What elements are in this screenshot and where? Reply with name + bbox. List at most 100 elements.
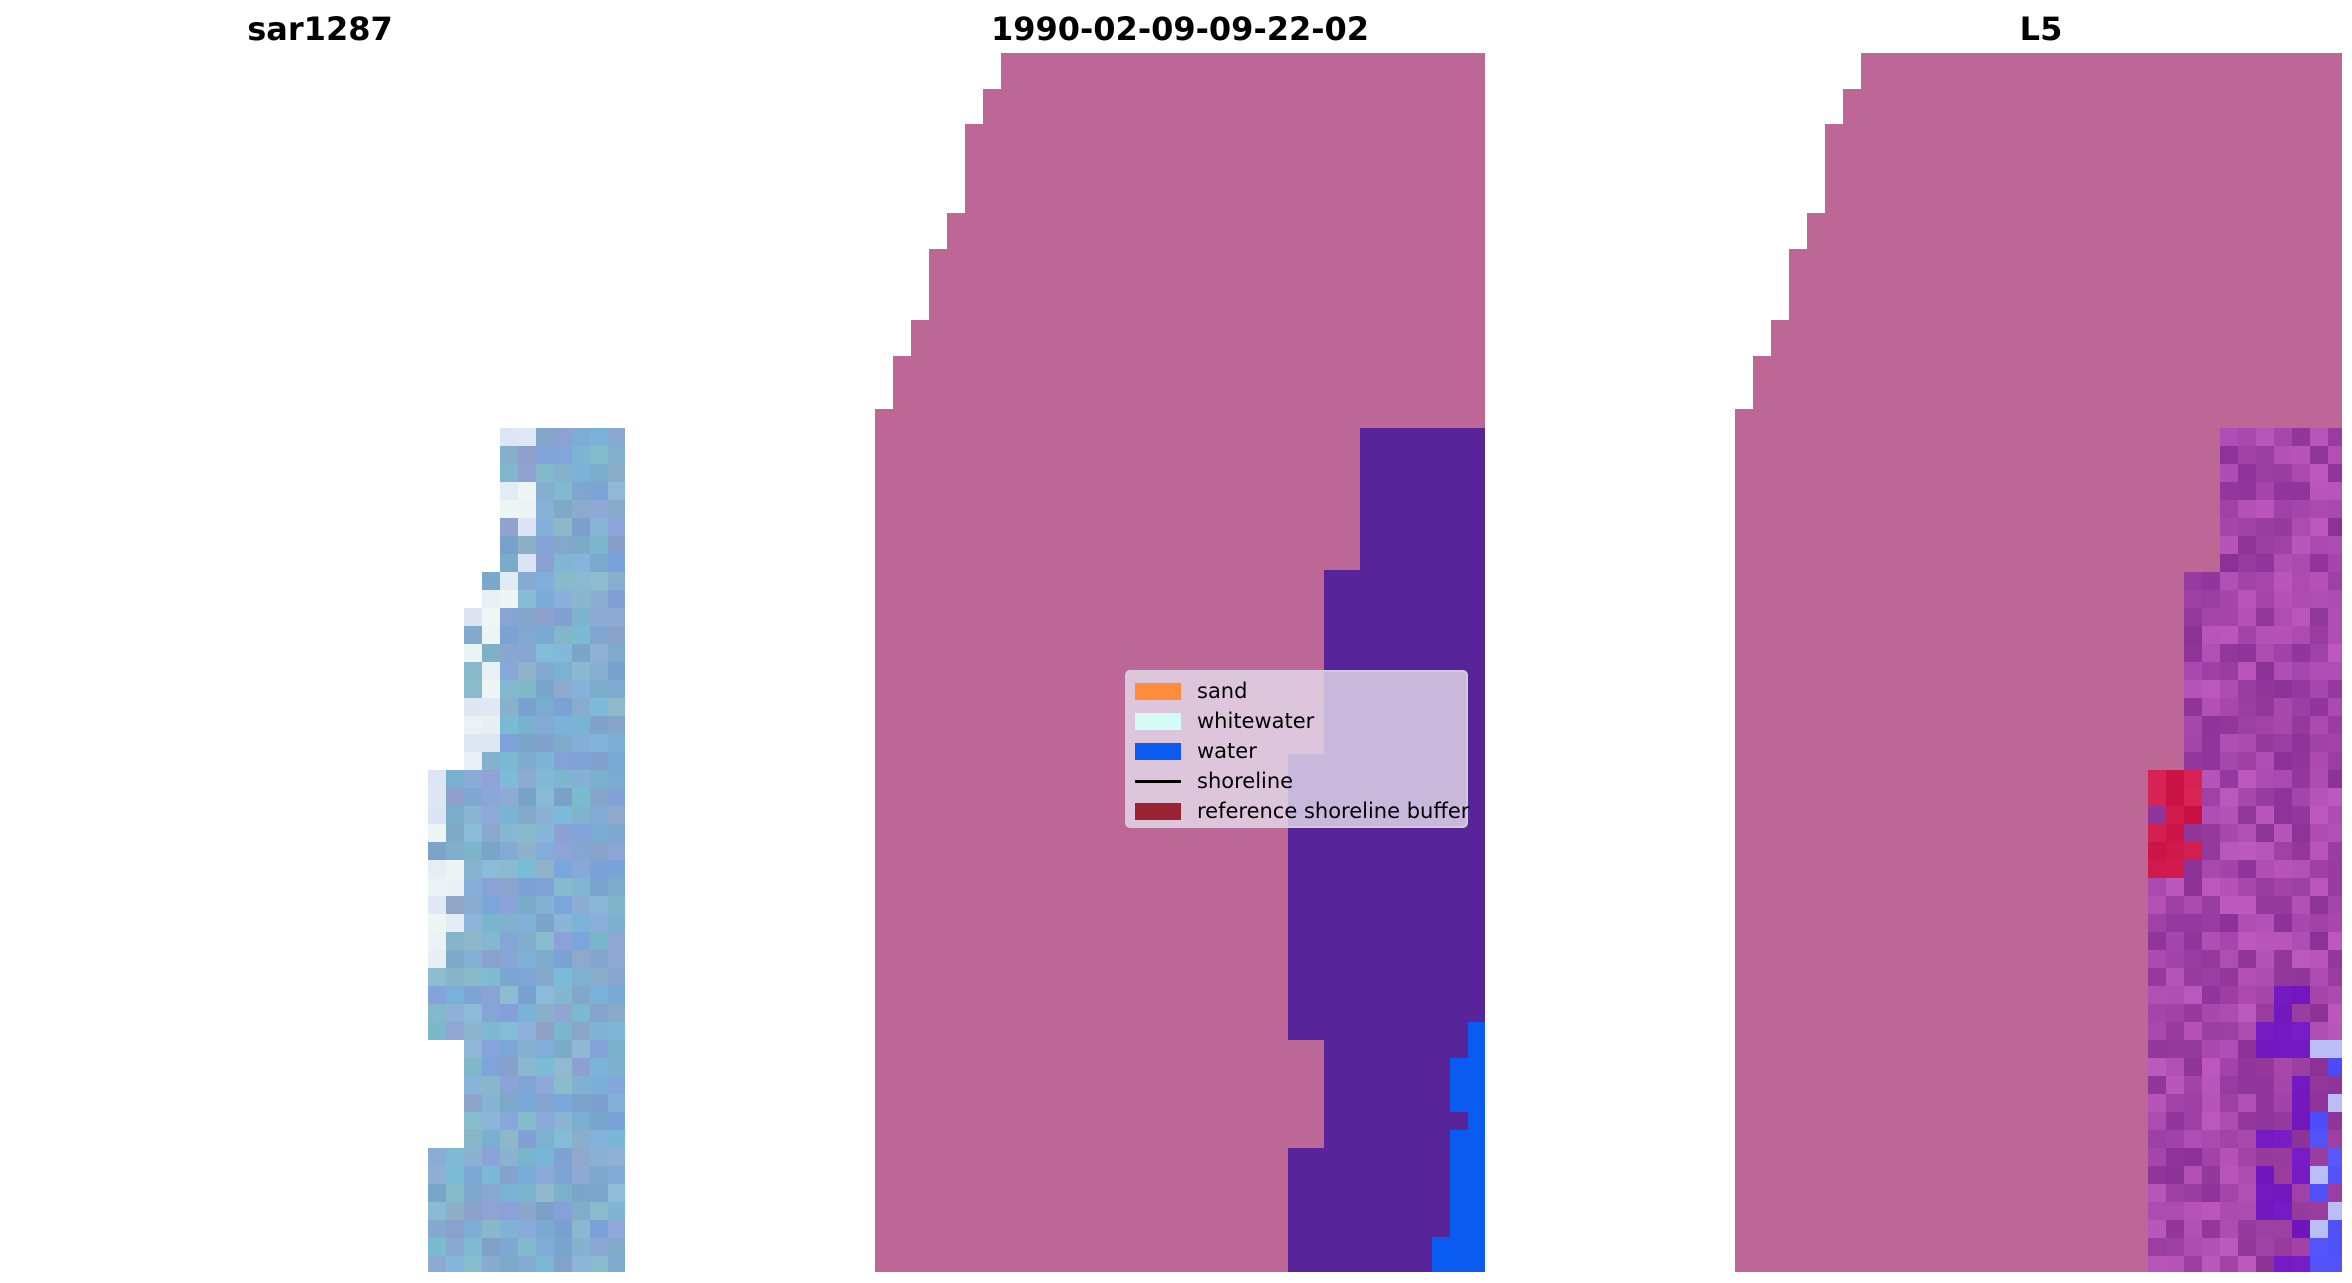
sar-pixel bbox=[518, 716, 536, 734]
sar-pixel bbox=[554, 1022, 572, 1040]
sar-pixel bbox=[500, 1256, 518, 1272]
sar-pixel bbox=[500, 788, 518, 806]
sar-pixel bbox=[572, 446, 590, 464]
l5-pixel bbox=[2238, 1202, 2256, 1220]
sar-pixel bbox=[536, 932, 554, 950]
sar-pixel bbox=[536, 788, 554, 806]
l5-pixel bbox=[2292, 986, 2310, 1004]
sar-pixel bbox=[572, 1040, 590, 1058]
l5-pixel bbox=[2238, 806, 2256, 824]
sar-pixel bbox=[608, 878, 625, 896]
sar-pixel bbox=[500, 986, 518, 1004]
sar-pixel bbox=[608, 716, 625, 734]
sar-pixel bbox=[536, 1040, 554, 1058]
sar-pixel bbox=[500, 428, 518, 446]
sar-pixel bbox=[608, 590, 625, 608]
sar-pixel bbox=[536, 626, 554, 644]
l5-pixel bbox=[2148, 1112, 2166, 1130]
l5-pixel bbox=[2292, 770, 2310, 788]
sar-pixel bbox=[536, 716, 554, 734]
sar-pixel bbox=[518, 842, 536, 860]
sar-pixel bbox=[590, 1058, 608, 1076]
l5-pixel bbox=[2166, 986, 2184, 1004]
l5-pixel bbox=[2202, 680, 2220, 698]
l5-pixel bbox=[2220, 806, 2238, 824]
l5-pixel bbox=[2256, 1130, 2274, 1148]
l5-pixel bbox=[2328, 500, 2342, 518]
sar-pixel bbox=[500, 878, 518, 896]
l5-pixel bbox=[2274, 608, 2292, 626]
sar-pixel bbox=[590, 752, 608, 770]
sar-pixel bbox=[554, 1040, 572, 1058]
sar-pixel bbox=[446, 770, 464, 788]
l5-pixel bbox=[2256, 608, 2274, 626]
l5-pixel bbox=[2166, 1112, 2184, 1130]
sar-pixel bbox=[464, 1022, 482, 1040]
l5-pixel bbox=[2328, 428, 2342, 446]
sar-pixel bbox=[608, 464, 625, 482]
sar-pixel bbox=[608, 806, 625, 824]
sar-pixel bbox=[608, 518, 625, 536]
sar-pixel bbox=[446, 1238, 464, 1256]
l5-pixel bbox=[2328, 734, 2342, 752]
sar-pixel bbox=[428, 806, 446, 824]
sar-pixel bbox=[482, 590, 500, 608]
l5-pixel bbox=[2328, 932, 2342, 950]
sar-pixel bbox=[500, 860, 518, 878]
sar-pixel bbox=[608, 1148, 625, 1166]
l5-pixel bbox=[2220, 1148, 2238, 1166]
sar-pixel bbox=[464, 644, 482, 662]
sar-pixel bbox=[518, 626, 536, 644]
l5-pixel bbox=[2202, 950, 2220, 968]
l5-pixel bbox=[2238, 698, 2256, 716]
l5-pixel bbox=[2184, 1202, 2202, 1220]
l5-pixel bbox=[2148, 1166, 2166, 1184]
l5-pixel bbox=[2238, 446, 2256, 464]
l5-pixel bbox=[2220, 1202, 2238, 1220]
l5-pixel bbox=[2238, 734, 2256, 752]
l5-pixel bbox=[2292, 698, 2310, 716]
sar-pixel bbox=[464, 896, 482, 914]
l5-pixel bbox=[2328, 1202, 2342, 1220]
sand-swatch bbox=[1135, 682, 1181, 700]
sar-pixel bbox=[590, 770, 608, 788]
sar-pixel bbox=[500, 1166, 518, 1184]
l5-pixel bbox=[2256, 878, 2274, 896]
l5-pixel bbox=[2274, 662, 2292, 680]
l5-pixel bbox=[2310, 590, 2328, 608]
l5-pixel bbox=[2238, 716, 2256, 734]
sar-pixel bbox=[554, 986, 572, 1004]
l5-pixel bbox=[2220, 932, 2238, 950]
l5-pixel bbox=[2328, 482, 2342, 500]
l5-pixel bbox=[2310, 680, 2328, 698]
sar-pixel bbox=[590, 500, 608, 518]
l5-pixel bbox=[2184, 788, 2202, 806]
sar-pixel bbox=[518, 896, 536, 914]
l5-pixel bbox=[2256, 572, 2274, 590]
sar-pixel bbox=[572, 518, 590, 536]
sar-pixel bbox=[518, 680, 536, 698]
l5-pixel bbox=[2238, 428, 2256, 446]
sar-pixel bbox=[554, 896, 572, 914]
l5-pixel bbox=[2310, 518, 2328, 536]
sar-pixel bbox=[482, 1094, 500, 1112]
sar-pixel bbox=[536, 734, 554, 752]
l5-pixel bbox=[2148, 914, 2166, 932]
sar-pixel bbox=[500, 950, 518, 968]
l5-pixel bbox=[2328, 1184, 2342, 1202]
sar-pixel bbox=[608, 1040, 625, 1058]
sar-pixel bbox=[590, 608, 608, 626]
sar-pixel bbox=[518, 860, 536, 878]
l5-pixel bbox=[2184, 1004, 2202, 1022]
l5-pixel bbox=[2184, 914, 2202, 932]
l5-pixel bbox=[2328, 518, 2342, 536]
l5-pixel bbox=[2184, 644, 2202, 662]
l5-pixel bbox=[2202, 1148, 2220, 1166]
l5-pixel bbox=[2166, 932, 2184, 950]
sar-pixel bbox=[572, 536, 590, 554]
sar-pixel bbox=[608, 1220, 625, 1238]
sar-pixel bbox=[482, 788, 500, 806]
sar-pixel bbox=[554, 824, 572, 842]
l5-pixel bbox=[2310, 896, 2328, 914]
sar-pixel bbox=[446, 860, 464, 878]
